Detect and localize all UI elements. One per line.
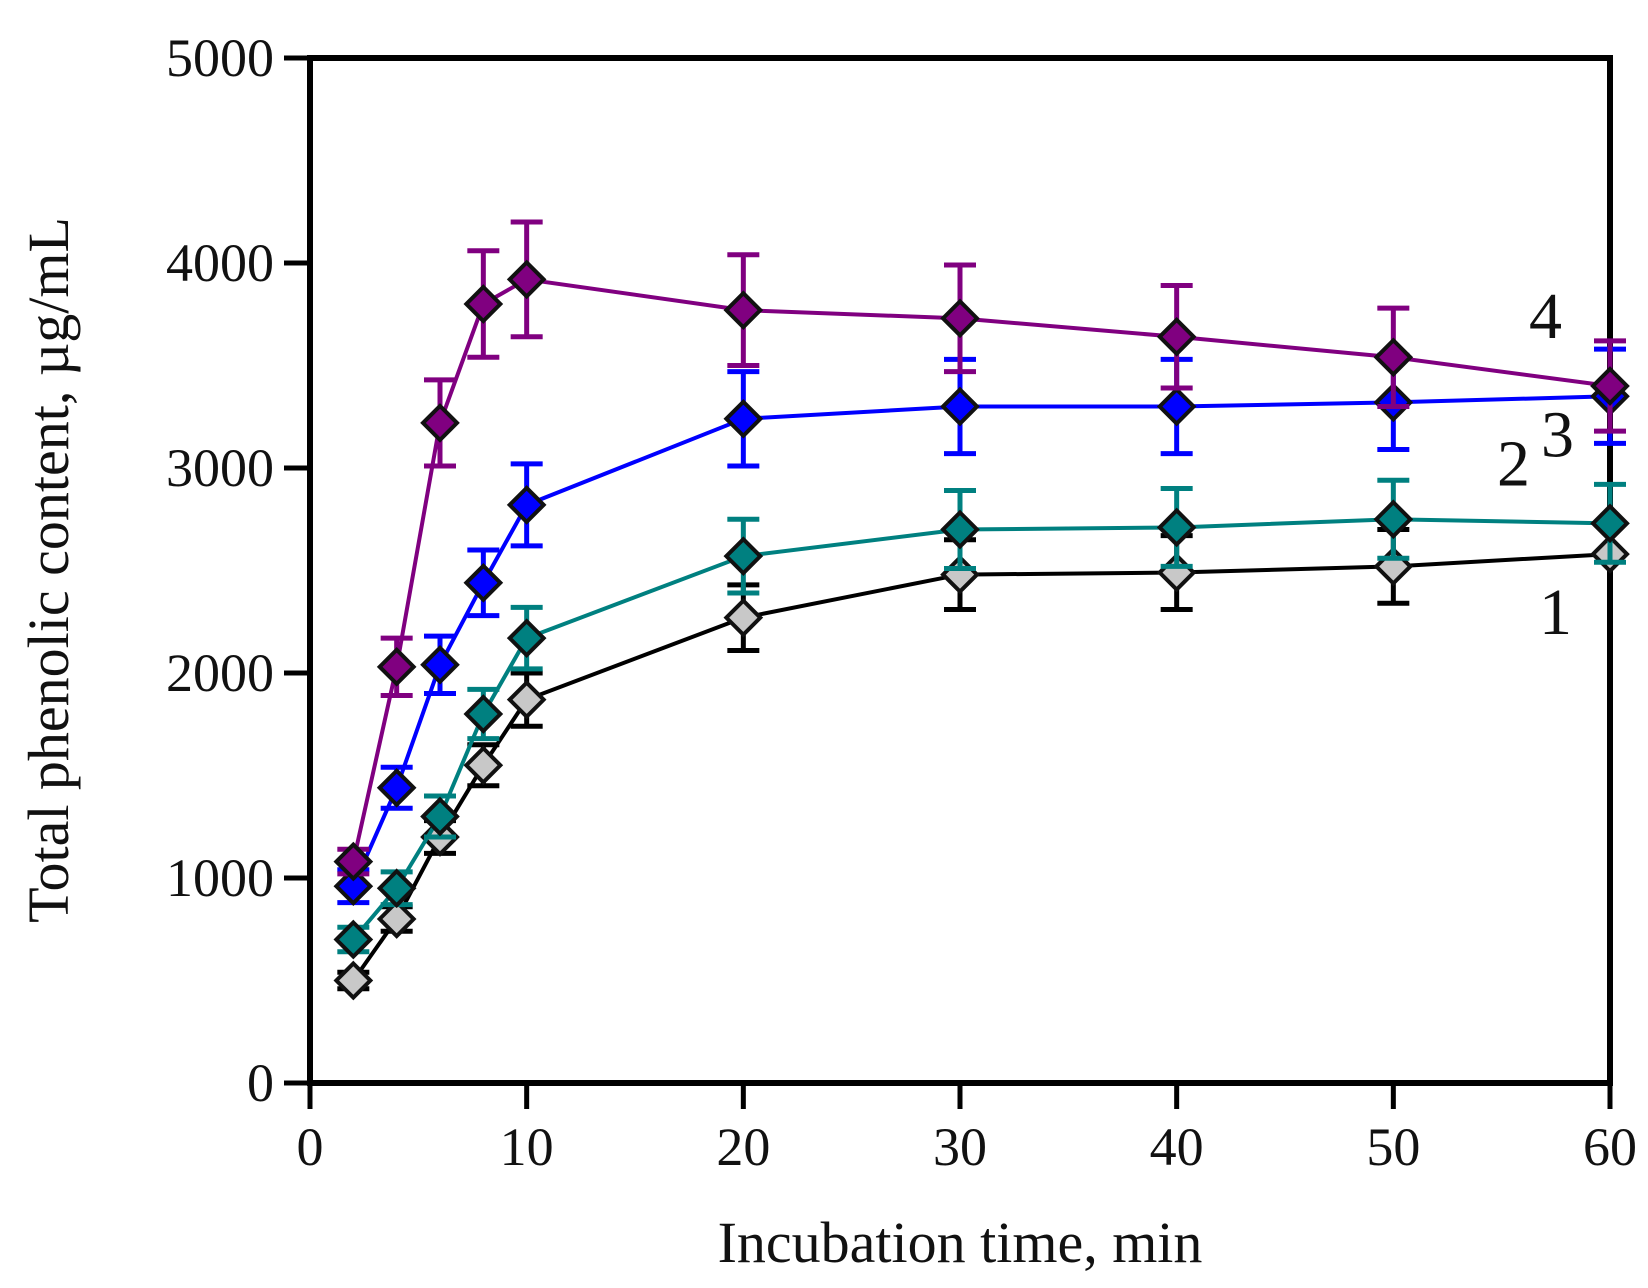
series-3-point: [376, 767, 417, 808]
series-1-point: [376, 899, 417, 939]
x-tick-label: 30: [933, 1117, 987, 1177]
x-tick-label: 20: [716, 1117, 770, 1177]
y-tick-label: 2000: [166, 643, 274, 703]
x-tick-label: 0: [297, 1117, 324, 1177]
series-4-point: [506, 259, 547, 300]
y-tick-label: 1000: [166, 848, 274, 908]
series-4-point: [376, 647, 417, 687]
series-4: 4: [333, 219, 1630, 882]
series-1-point: [333, 960, 374, 1001]
series-2-point: [723, 536, 764, 576]
series-4-point: [1156, 316, 1197, 357]
axis-ticks: [284, 55, 1613, 1109]
series-1-line: [351, 552, 1611, 982]
series-4-point: [420, 403, 460, 443]
series-layer: 1 2 3 4: [333, 219, 1630, 1001]
x-tick-label: 40: [1150, 1117, 1204, 1177]
series-3-point: [940, 386, 980, 427]
series-1: 1: [333, 527, 1630, 1001]
series-3-point: [420, 644, 460, 685]
series-3-label: 3: [1541, 398, 1574, 471]
series-3-point: [1156, 386, 1197, 427]
series-4-point: [1373, 337, 1414, 378]
series-3-point: [333, 866, 374, 907]
series-3-point: [723, 398, 764, 439]
series-3-point: [463, 562, 504, 603]
y-tick-label: 5000: [166, 28, 274, 88]
series-2-point: [333, 919, 374, 960]
series-3-point: [506, 485, 547, 525]
series-4-point: [463, 284, 504, 324]
series-1-point: [723, 597, 764, 638]
series-2: 2: [333, 427, 1630, 960]
y-tick-label: 3000: [166, 438, 274, 498]
series-2-line: [351, 517, 1611, 941]
series-2-point: [376, 868, 417, 909]
x-tick-label: 60: [1583, 1117, 1637, 1177]
series-4-point: [1590, 366, 1630, 406]
y-axis-title: Total phenolic content, µg/mL: [16, 217, 81, 923]
series-4-point: [940, 298, 980, 339]
x-axis-title: Incubation time, min: [718, 1210, 1203, 1275]
series-1-point: [506, 679, 547, 720]
y-tick-label: 4000: [166, 233, 274, 293]
series-2-point: [1156, 507, 1197, 548]
x-tick-label: 10: [500, 1117, 554, 1177]
series-2-point: [506, 618, 547, 658]
series-1-label: 1: [1539, 576, 1572, 649]
x-tick-label: 50: [1366, 1117, 1420, 1177]
series-2-point: [1590, 503, 1630, 544]
series-2-label: 2: [1497, 427, 1530, 500]
y-tick-label: 0: [247, 1053, 274, 1113]
series-2-point: [1373, 499, 1414, 540]
series-4-line: [351, 277, 1611, 863]
tick-labels: 0 1000 2000 3000 4000 5000 0 10 20 30 40 50 60: [166, 28, 1637, 1177]
series-4-point: [333, 841, 374, 882]
series-1-point: [463, 745, 504, 786]
series-4-point: [723, 290, 764, 330]
series-2-point: [420, 796, 460, 837]
series-2-point: [463, 694, 504, 734]
series-2-point: [940, 509, 980, 550]
series-3-line: [351, 394, 1611, 888]
series-4-label: 4: [1529, 280, 1562, 353]
